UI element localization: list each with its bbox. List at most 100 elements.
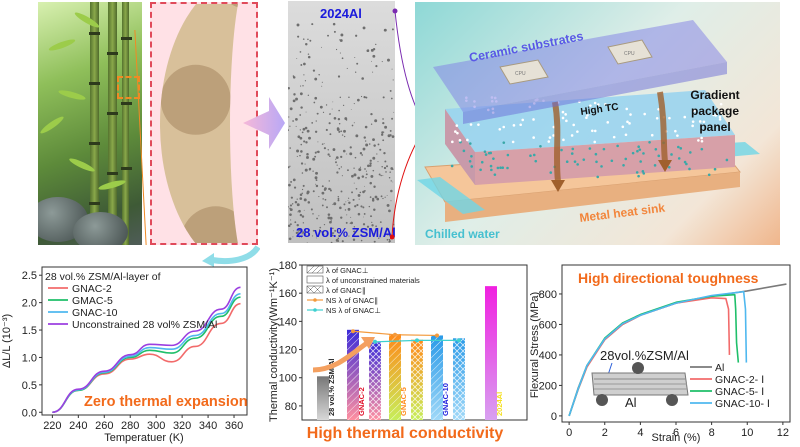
- y-tick-label: 120: [279, 345, 297, 357]
- bar-pattern: [369, 342, 381, 420]
- y-tick-label: 100: [279, 373, 297, 385]
- bar: [485, 286, 497, 420]
- bar-label: 28 vol.% ZSM/Al: [327, 358, 336, 416]
- data-point: [393, 332, 397, 337]
- inset-bottom-label: Al: [625, 395, 637, 410]
- chilled-water-tube: [417, 177, 485, 214]
- curved-arrow-icon: [202, 245, 260, 267]
- legend-swatch: [306, 275, 324, 284]
- legend-label: NS λ of GNAC∥: [326, 296, 378, 305]
- zoom-region-marker: [117, 76, 140, 99]
- x-tick-label: 10: [741, 427, 753, 439]
- bar-label: GNAC-2: [357, 387, 366, 416]
- x-tick-label: 360: [225, 420, 243, 432]
- x-tick-label: 0: [566, 427, 572, 439]
- y-tick-label: 0.5: [22, 380, 37, 392]
- bamboo-stalk: [107, 2, 118, 245]
- gradient-panel-front: [475, 135, 735, 185]
- y-tick-label: 1.5: [22, 325, 37, 337]
- high-tc-label: High TC: [580, 102, 619, 118]
- legend-label: λ of GNAC∥: [326, 286, 366, 295]
- bar-label: GNAC-5: [399, 387, 408, 416]
- bamboo-stalk: [121, 2, 132, 245]
- x-tick-label: 280: [121, 420, 139, 432]
- y-tick-label: 1.0: [22, 352, 37, 364]
- y-tick-label: 200: [539, 380, 557, 392]
- bamboo-stalk: [89, 2, 100, 245]
- ceramic-substrate-edge: [463, 62, 727, 124]
- x-tick-label: 12: [777, 427, 789, 439]
- svg-text:CPU: CPU: [515, 71, 526, 77]
- svg-text:CPU: CPU: [624, 51, 635, 57]
- gradient-package-diagram: CPU CPU Ceramic substrates High TC Gradi…: [415, 2, 780, 245]
- sem-micrograph: [288, 1, 395, 243]
- roller: [666, 394, 678, 406]
- legend-label: Unconstrained 28 vol% ZSM/Al: [72, 319, 217, 331]
- chart-title: High directional toughness: [578, 270, 759, 286]
- x-tick-label: 260: [95, 420, 113, 432]
- roller: [632, 362, 644, 374]
- highlight-arrow-icon: [312, 340, 369, 373]
- legend-swatch: [306, 265, 324, 274]
- y-axis-label: Flexural Stress (MPa): [530, 292, 541, 398]
- legend-label: Al: [715, 362, 724, 374]
- legend-label: GNAC-2: [72, 283, 112, 295]
- cpu-chip: CPU: [499, 59, 549, 85]
- bar-label: 2024Al: [495, 392, 504, 416]
- legend-label: λ of unconstrained materials: [326, 276, 420, 285]
- y-tick-label: 0.0: [22, 407, 37, 419]
- bar-pattern: [389, 334, 401, 420]
- data-point: [373, 339, 377, 344]
- inset-top-label: 28vol.%ZSM/Al: [600, 348, 689, 363]
- y-axis-label: ΔL/L (10⁻³): [1, 314, 13, 368]
- y-tick-label: 800: [539, 289, 557, 301]
- x-tick-label: 220: [43, 420, 61, 432]
- legend-label: GNAC-5- Ⅰ: [715, 386, 764, 398]
- series-line: [52, 286, 241, 414]
- series-line: [568, 290, 748, 417]
- bamboo-cross-section: [150, 2, 258, 245]
- legend-label: λ of GNAC⊥: [326, 266, 369, 275]
- data-point: [415, 338, 419, 343]
- chart-title: High thermal conductivity: [307, 425, 504, 442]
- x-tick-label: 340: [199, 420, 217, 432]
- bar-pattern: [411, 339, 423, 420]
- x-axis-label: Temperatuer (K): [104, 432, 183, 444]
- heat-sink-side: [445, 172, 740, 222]
- x-tick-label: 4: [637, 427, 643, 439]
- y-tick-label: 600: [539, 319, 557, 331]
- x-tick-label: 240: [69, 420, 87, 432]
- micrograph-top-label: 2024Al: [320, 6, 362, 21]
- y-tick-label: 2.5: [22, 270, 37, 282]
- x-axis-label: Strain (%): [652, 432, 701, 444]
- ceramic-substrate: [433, 20, 727, 112]
- y-tick-label: 140: [279, 316, 297, 328]
- x-tick-label: 6: [673, 427, 679, 439]
- x-tick-label: 2: [602, 427, 608, 439]
- y-tick-label: 400: [539, 350, 557, 362]
- panel-label: panel: [699, 120, 730, 134]
- chilled-water-label: Chilled water: [425, 227, 500, 241]
- bar: [317, 376, 329, 420]
- legend-label: GNAC-10- Ⅰ: [715, 398, 770, 410]
- legend-label: NS λ of GNAC⊥: [326, 306, 381, 315]
- thermal-conductivity-chart: 80 100 120 140 160 180 28 vol.% ZSM/Al GNAC-2 G…: [268, 260, 528, 442]
- y-tick-label: 2.0: [22, 298, 37, 310]
- legend-label: GNAC-2- Ⅰ: [715, 374, 764, 386]
- data-point: [435, 333, 439, 338]
- y-axis-label: Thermal conductivity(Wm⁻¹K⁻¹): [268, 268, 280, 422]
- right-arrow-icon: [243, 97, 285, 149]
- thermal-expansion-chart: 220 240 260 280 300 320 340 360 0.0 0.5 1.0 1.5 2.0 2…: [1, 266, 248, 444]
- y-tick-label: 180: [279, 260, 297, 272]
- data-point: [457, 338, 461, 343]
- package-label: package: [691, 104, 739, 118]
- bar-pattern: [431, 335, 443, 420]
- y-tick-label: 0: [551, 411, 557, 423]
- highlight-arrowhead-icon: [361, 337, 375, 349]
- y-tick-label: 160: [279, 288, 297, 300]
- chart-title: Zero thermal expansion: [84, 394, 248, 410]
- x-tick-label: 300: [147, 420, 165, 432]
- gradient-label: Gradient: [690, 88, 739, 102]
- x-tick-label: 8: [709, 427, 715, 439]
- gradient-panel-left: [445, 109, 475, 185]
